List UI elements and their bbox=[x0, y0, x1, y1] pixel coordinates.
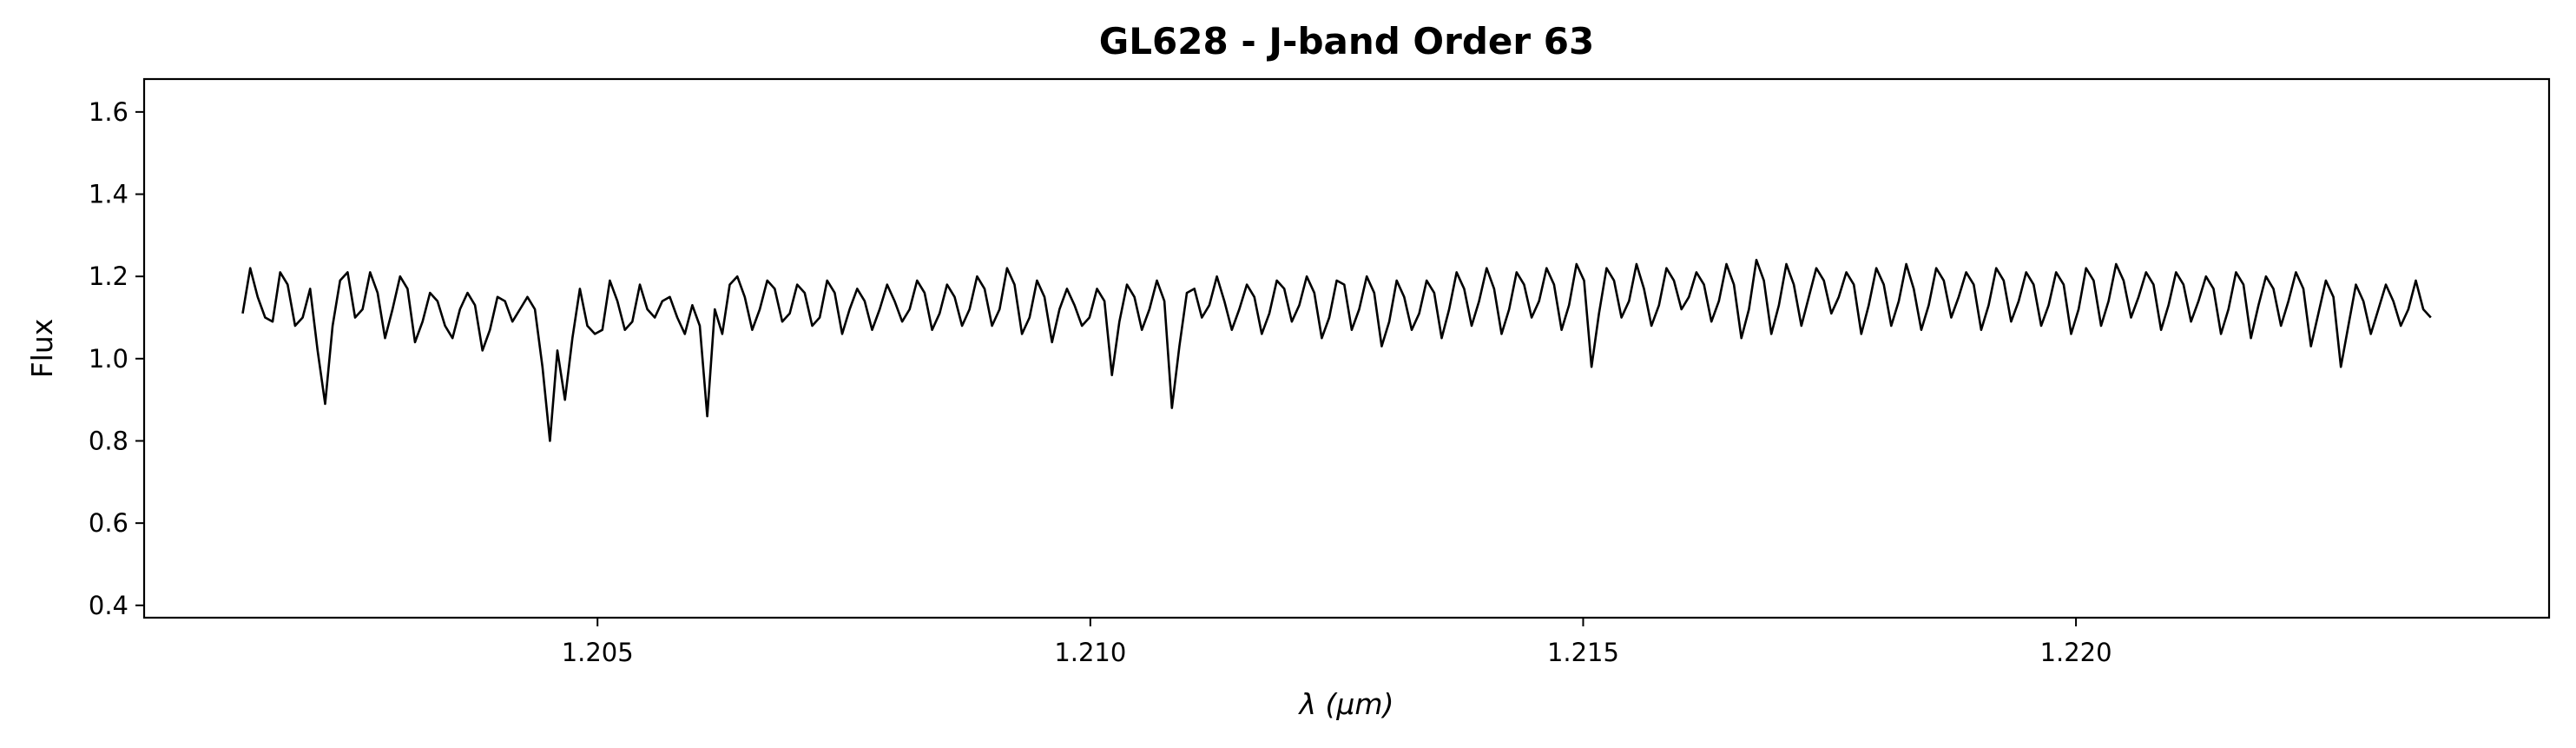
x-axis-ticks: 1.205 1.210 1.215 1.220 bbox=[562, 618, 2112, 667]
y-tick-label: 1.4 bbox=[89, 180, 128, 209]
y-tick-label: 0.6 bbox=[89, 508, 128, 538]
chart-title: GL628 - J-band Order 63 bbox=[1099, 20, 1594, 63]
y-tick-label: 1.2 bbox=[89, 261, 128, 291]
y-axis-ticks: 0.4 0.6 0.8 1.0 1.2 1.4 1.6 bbox=[89, 97, 144, 620]
x-axis-label: λ (μm) bbox=[1298, 687, 1394, 721]
x-tick-label: 1.215 bbox=[1547, 638, 1619, 667]
y-tick-label: 1.0 bbox=[89, 344, 128, 374]
y-tick-label: 0.4 bbox=[89, 591, 128, 620]
flux-series-line bbox=[241, 258, 2432, 442]
y-tick-label: 1.6 bbox=[89, 97, 128, 127]
y-axis-label: Flux bbox=[25, 319, 59, 379]
x-tick-label: 1.205 bbox=[562, 638, 634, 667]
x-tick-label: 1.210 bbox=[1054, 638, 1126, 667]
plot-frame bbox=[142, 77, 2551, 619]
x-tick-label: 1.220 bbox=[2040, 638, 2112, 667]
y-tick-label: 0.8 bbox=[89, 426, 128, 455]
